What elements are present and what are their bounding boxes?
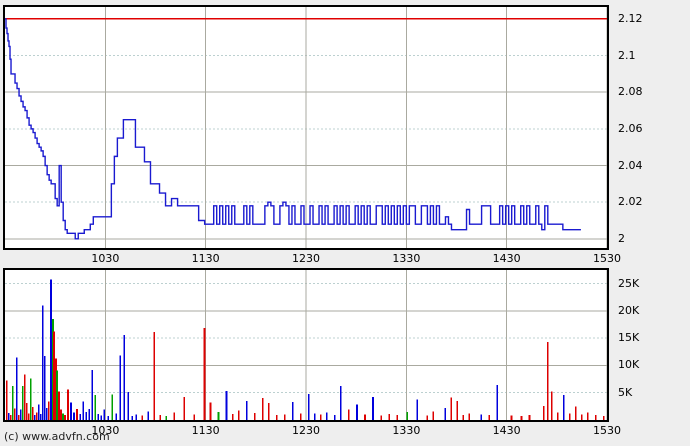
price-chart-panel[interactable] (3, 5, 609, 250)
volume-axis-tick: 5K (618, 385, 633, 399)
volume-axis-labels: 25K 20K 15K 10K 5K (612, 268, 690, 422)
price-x-axis-tick: 1030 (91, 252, 120, 265)
volume-x-axis-tick: 1230 (292, 424, 320, 437)
price-axis-tick: 2.02 (618, 195, 643, 209)
price-axis-tick: 2.06 (618, 121, 643, 135)
price-x-axis-tick: 1430 (492, 252, 521, 265)
price-x-axis-labels: 1030 1130 1230 1330 1430 1530 (3, 250, 621, 268)
volume-x-axis-tick: 1530 (593, 424, 621, 437)
volume-x-axis-tick: 1430 (492, 424, 521, 437)
copyright-watermark: (c) www.advfn.com (4, 430, 110, 443)
volume-chart-plot (5, 270, 607, 420)
volume-axis-tick: 10K (618, 358, 640, 372)
price-axis-tick: 2 (618, 231, 625, 245)
volume-axis-tick: 15K (618, 331, 640, 345)
volume-x-axis-tick: 1330 (392, 424, 421, 437)
price-axis-labels: 2.12 2.1 2.08 2.06 2.04 2.02 2 (612, 5, 690, 250)
price-axis-tick: 2.12 (618, 11, 643, 25)
price-axis-tick: 2.1 (618, 48, 636, 62)
price-x-axis-tick: 1330 (392, 252, 421, 265)
price-axis-tick: 2.08 (618, 85, 643, 99)
volume-axis-tick: 25K (618, 276, 640, 290)
price-chart-plot (5, 7, 607, 248)
price-axis-tick: 2.04 (618, 158, 643, 172)
volume-x-axis-tick: 1130 (191, 424, 220, 437)
volume-x-axis-labels: 1030 1130 1230 1330 1430 1530 (3, 422, 621, 440)
volume-chart-panel[interactable] (3, 268, 609, 422)
volume-axis-tick: 20K (618, 303, 640, 317)
price-x-axis-tick: 1530 (593, 252, 621, 265)
price-x-axis-tick: 1230 (292, 252, 320, 265)
price-x-axis-tick: 1130 (191, 252, 220, 265)
volume-x-axis-tick: 1030 (91, 424, 120, 437)
